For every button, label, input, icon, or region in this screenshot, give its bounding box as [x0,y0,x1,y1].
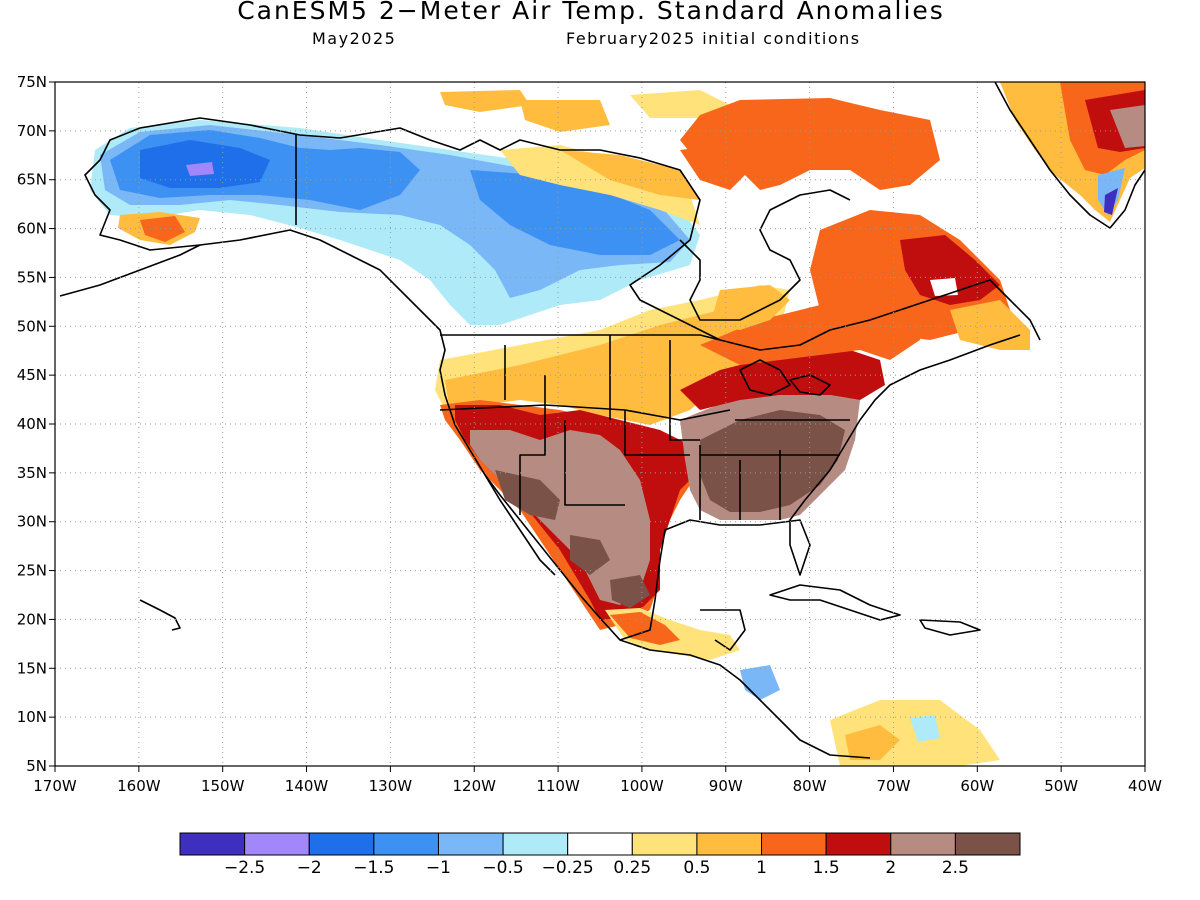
colorbar-swatch [502,832,569,856]
colorbar-swatch [631,832,698,856]
colorbar-label: −2.5 [224,858,265,878]
colorbar-swatch [825,832,892,856]
lat-tick-label: 75N [17,73,47,91]
lat-tick-label: 70N [17,122,47,140]
lon-tick-label: 80W [793,777,827,795]
lon-tick-label: 90W [709,777,743,795]
lat-tick-label: 45N [17,366,47,384]
colorbar-label: 1.5 [813,858,840,878]
lon-tick-label: 40W [1128,777,1162,795]
colorbar-swatch [373,832,439,856]
lon-tick-label: 110W [536,777,580,795]
lon-tick-label: 70W [877,777,911,795]
lat-tick-label: 65N [17,171,47,189]
lat-tick-label: 25N [17,562,47,580]
colorbar-swatch [179,832,246,856]
lat-tick-label: 60N [17,220,47,238]
colorbar-label: −1 [426,858,451,878]
coastlines [59,82,1145,759]
lon-tick-label: 140W [285,777,329,795]
colorbar-label: −0.5 [482,858,523,878]
lon-tick-label: 130W [369,777,413,795]
lat-tick-label: 20N [17,610,47,628]
lon-tick-label: 60W [960,777,994,795]
latitude-labels: 75N 70N 65N 60N 55N 50N 45N 40N 35N 30N 25N 20N 15N 1… [17,73,47,775]
colorbar-label: 2.5 [942,858,969,878]
lat-tick-label: 15N [17,659,47,677]
colorbar [179,832,1021,856]
colorbar-label: 1 [756,858,767,878]
anomaly-shading [90,82,1145,766]
lon-tick-label: 150W [201,777,245,795]
colorbar-label: 0.25 [613,858,651,878]
lon-tick-label: 160W [117,777,161,795]
graticule [49,81,1146,772]
colorbar-swatch [890,832,956,856]
colorbar-label: −1.5 [353,858,394,878]
colorbar-swatch [437,832,504,856]
lon-tick-label: 100W [620,777,664,795]
lat-tick-label: 55N [17,268,47,286]
lat-tick-label: 10N [17,708,47,726]
colorbar-label: −0.25 [542,858,594,878]
valid-month: May2025 [312,29,397,48]
colorbar-swatch [244,832,310,856]
colorbar-swatch [308,832,375,856]
colorbar-swatch [696,832,763,856]
lon-tick-label: 170W [33,777,77,795]
lat-tick-label: 5N [26,757,47,775]
colorbar-labels: −2.5 −2 −1.5 −1 −0.5 −0.25 0.25 0.5 1 1.5 2 2.5 [224,858,969,878]
plot-frame [54,81,1146,767]
lat-tick-label: 30N [17,513,47,531]
colorbar-swatch [567,832,633,856]
colorbar-swatch [761,832,827,856]
colorbar-label: 2 [885,858,896,878]
lat-tick-label: 40N [17,415,47,433]
colorbar-swatch [954,832,1021,856]
colorbar-label: −2 [297,858,322,878]
lat-tick-label: 50N [17,317,47,335]
colorbar-label: 0.5 [683,858,710,878]
lon-tick-label: 120W [452,777,496,795]
lon-tick-label: 50W [1044,777,1078,795]
lat-tick-label: 35N [17,464,47,482]
map-title: CanESM5 2−Meter Air Temp. Standard Anoma… [237,0,945,25]
initial-conditions: February2025 initial conditions [566,29,861,48]
longitude-labels: 170W 160W 150W 140W 130W 120W 110W 100W 90W 80W 70… [33,777,1162,795]
